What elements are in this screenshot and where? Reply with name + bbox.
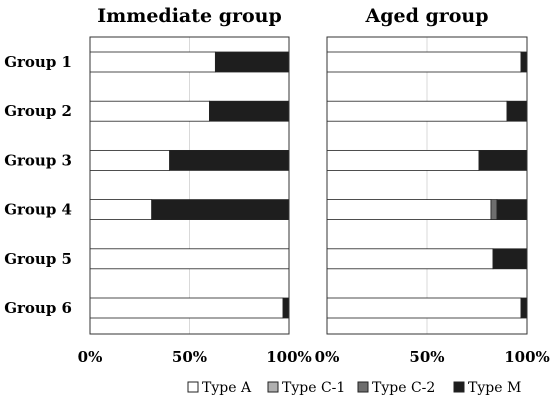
chart-panels: Immediate group Group 1 Group 2 Group 3 Grou…	[4, 5, 550, 366]
bar-segment-type-a	[89, 149, 170, 171]
category-label: Group 6	[4, 299, 72, 317]
bar-segment-type-a	[326, 297, 522, 319]
bar-segment-type-c-2	[490, 199, 498, 221]
bar-segment-type-a	[89, 51, 216, 73]
legend-swatch	[187, 381, 199, 393]
panel-2: Aged group 0% 50% 100%	[315, 5, 550, 366]
x-tick-label: 100%	[504, 348, 550, 366]
plot-frame	[326, 36, 528, 335]
x-tick-label: 100%	[266, 348, 312, 366]
legend-label: Type A	[202, 380, 252, 396]
plot-frame	[89, 36, 290, 335]
bar-segment-type-a	[89, 297, 284, 319]
legend-label: Type C-2	[372, 380, 435, 396]
bar-segment-type-a	[326, 51, 522, 73]
legend-swatch	[453, 381, 465, 393]
category-label: Group 5	[4, 250, 72, 268]
x-tick-label: 50%	[409, 348, 444, 366]
legend-label: Type M	[468, 380, 521, 396]
legend-label: Type C-1	[282, 380, 345, 396]
bar-segment-type-m	[169, 149, 290, 171]
category-label: Group 2	[4, 102, 72, 120]
bar-segment-type-m	[492, 248, 528, 270]
x-tick-label: 50%	[172, 348, 207, 366]
bar-segment-type-a	[326, 199, 492, 221]
bar-segment-type-a	[326, 149, 480, 171]
x-tick-label: 0%	[78, 348, 103, 366]
legend-swatch	[267, 381, 279, 393]
legend: Type A Type C-1 Type C-2 Type M	[187, 380, 521, 396]
legend-swatch	[357, 381, 369, 393]
bar-segment-type-m	[478, 149, 528, 171]
bar-segment-type-a	[326, 100, 508, 122]
category-label: Group 3	[4, 151, 72, 169]
bar-segment-type-a	[89, 248, 290, 270]
category-label: Group 4	[4, 201, 72, 219]
bar-segment-type-a	[89, 199, 153, 221]
x-tick-label: 0%	[315, 348, 340, 366]
bar-segment-type-m	[520, 51, 528, 73]
bar-segment-type-m	[208, 100, 290, 122]
panel-1: Immediate group Group 1 Group 2 Group 3 Grou…	[4, 5, 312, 366]
bar-segment-type-m	[520, 297, 528, 319]
bar-segment-type-m	[151, 199, 290, 221]
bar-segment-type-a	[89, 100, 210, 122]
category-label: Group 1	[4, 53, 72, 71]
bar-segment-type-m	[282, 297, 290, 319]
chart-title: Immediate group	[97, 5, 282, 27]
chart-title: Aged group	[364, 5, 488, 27]
bar-segment-type-a	[326, 248, 494, 270]
bar-segment-type-m	[214, 51, 290, 73]
bar-segment-type-m	[496, 199, 528, 221]
bar-segment-type-m	[506, 100, 528, 122]
